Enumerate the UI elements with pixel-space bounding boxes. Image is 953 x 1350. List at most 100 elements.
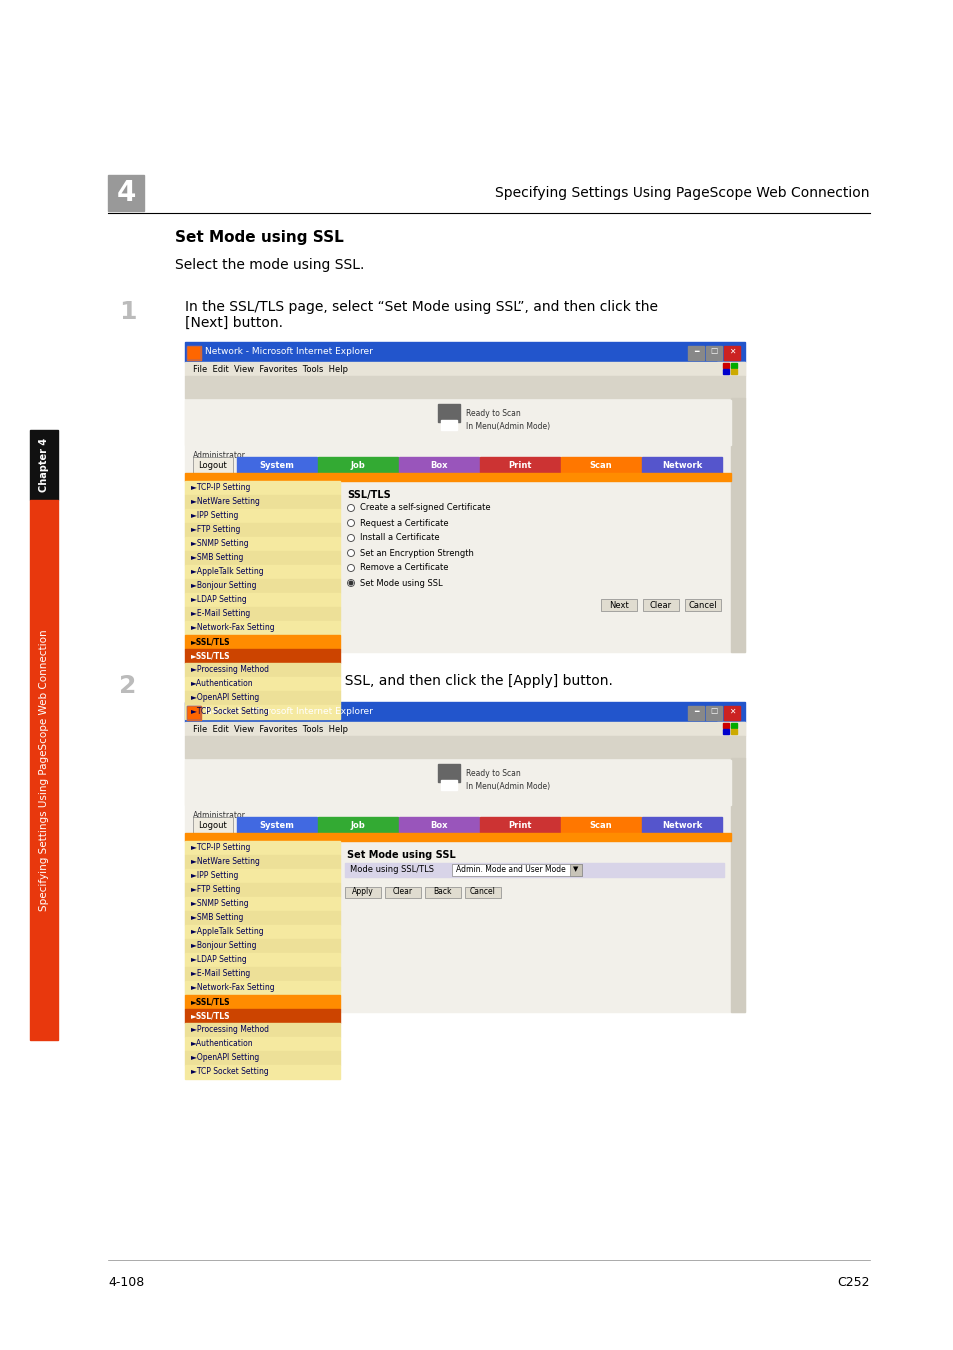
Bar — [185, 649, 339, 663]
Bar — [730, 729, 737, 734]
Text: ►AppleTalk Setting: ►AppleTalk Setting — [191, 927, 263, 937]
Bar — [30, 431, 58, 500]
Text: Network: Network — [661, 821, 701, 829]
Bar — [440, 420, 456, 431]
Text: File  Edit  View  Favorites  Tools  Help: File Edit View Favorites Tools Help — [193, 364, 348, 374]
Text: 1: 1 — [119, 300, 136, 324]
Bar — [187, 346, 201, 360]
Bar — [730, 369, 737, 374]
Bar — [452, 864, 581, 876]
Bar — [684, 599, 720, 612]
Bar — [479, 458, 559, 472]
Bar — [569, 864, 581, 876]
Text: Request a Certificate: Request a Certificate — [359, 518, 448, 528]
Bar — [185, 1023, 339, 1037]
Text: Back: Back — [434, 887, 452, 896]
Bar — [187, 706, 201, 720]
Bar — [641, 817, 721, 833]
Bar — [30, 500, 58, 1040]
Text: Chapter 4: Chapter 4 — [39, 437, 49, 491]
Text: Set Mode using SSL: Set Mode using SSL — [347, 850, 456, 860]
Bar — [705, 706, 721, 720]
Bar — [185, 400, 730, 446]
Bar — [185, 676, 339, 691]
Text: In Menu(Admin Mode): In Menu(Admin Mode) — [465, 421, 550, 431]
Text: [Next] button.: [Next] button. — [185, 316, 283, 329]
Text: ►SSL/TLS: ►SSL/TLS — [191, 998, 231, 1007]
Bar — [193, 458, 233, 472]
Bar — [185, 702, 744, 1012]
Bar — [641, 458, 721, 472]
Circle shape — [347, 535, 355, 541]
Text: System: System — [259, 821, 294, 829]
Bar — [185, 981, 339, 995]
Text: ►Processing Method: ►Processing Method — [191, 666, 269, 675]
Bar — [317, 817, 397, 833]
Bar — [185, 593, 339, 608]
Text: □: □ — [710, 347, 717, 355]
Bar — [185, 398, 744, 652]
Text: Select the mode using SSL, and then click the [Apply] button.: Select the mode using SSL, and then clic… — [185, 674, 612, 688]
Text: Set Mode using SSL: Set Mode using SSL — [174, 230, 343, 244]
Bar — [717, 362, 744, 377]
Bar — [187, 346, 201, 360]
Bar — [345, 887, 380, 898]
Bar — [185, 377, 744, 398]
Bar — [730, 757, 744, 1012]
Circle shape — [347, 549, 355, 556]
Text: ►E-Mail Setting: ►E-Mail Setting — [191, 969, 250, 979]
Bar — [385, 887, 420, 898]
Bar — [185, 940, 339, 953]
Bar — [185, 833, 730, 841]
Text: System: System — [259, 460, 294, 470]
Text: Job: Job — [351, 460, 365, 470]
Text: Ready to Scan: Ready to Scan — [465, 409, 520, 418]
Bar — [185, 481, 339, 495]
Text: Box: Box — [430, 821, 447, 829]
Text: Admin. Mode and User Mode: Admin. Mode and User Mode — [456, 864, 565, 873]
Bar — [185, 869, 339, 883]
Text: Print: Print — [508, 460, 531, 470]
Text: ►OpenAPI Setting: ►OpenAPI Setting — [191, 694, 259, 702]
Text: Select the mode using SSL.: Select the mode using SSL. — [174, 258, 364, 271]
Bar — [236, 817, 316, 833]
Text: ►LDAP Setting: ►LDAP Setting — [191, 956, 247, 964]
Bar — [560, 458, 640, 472]
Text: Network - Microsoft Internet Explorer: Network - Microsoft Internet Explorer — [205, 707, 373, 717]
Text: ►SMB Setting: ►SMB Setting — [191, 914, 243, 922]
Text: In the SSL/TLS page, select “Set Mode using SSL”, and then click the: In the SSL/TLS page, select “Set Mode us… — [185, 300, 658, 315]
Circle shape — [347, 520, 355, 526]
Bar — [185, 608, 339, 621]
Bar — [560, 817, 640, 833]
Bar — [185, 883, 339, 896]
Bar — [185, 995, 339, 1008]
Text: ✕: ✕ — [728, 347, 735, 355]
Bar — [185, 702, 744, 722]
Text: Job: Job — [351, 821, 365, 829]
Bar — [185, 537, 339, 551]
Text: Cancel: Cancel — [688, 601, 717, 609]
Text: Install a Certificate: Install a Certificate — [359, 533, 439, 543]
Text: ✕: ✕ — [728, 706, 735, 716]
Text: ►SSL/TLS: ►SSL/TLS — [191, 1011, 231, 1021]
Text: ►NetWare Setting: ►NetWare Setting — [191, 498, 259, 506]
Text: ►TCP-IP Setting: ►TCP-IP Setting — [191, 844, 250, 852]
Bar — [185, 841, 339, 855]
Bar — [723, 346, 740, 360]
Bar — [236, 458, 316, 472]
Bar — [717, 722, 744, 736]
Text: Ready to Scan: Ready to Scan — [465, 769, 520, 779]
Text: ━: ━ — [693, 706, 698, 716]
Text: Apply: Apply — [352, 887, 374, 896]
Text: Administrator: Administrator — [193, 451, 246, 459]
Text: Set Mode using SSL: Set Mode using SSL — [359, 579, 442, 587]
Text: ►SSL/TLS: ►SSL/TLS — [191, 652, 231, 660]
Bar — [185, 705, 339, 720]
Bar — [479, 817, 559, 833]
Bar — [722, 724, 728, 728]
Text: Specifying Settings Using PageScope Web Connection: Specifying Settings Using PageScope Web … — [495, 186, 869, 200]
Bar — [185, 362, 744, 377]
Bar — [185, 663, 339, 676]
Bar — [185, 509, 339, 522]
Bar — [730, 724, 737, 728]
